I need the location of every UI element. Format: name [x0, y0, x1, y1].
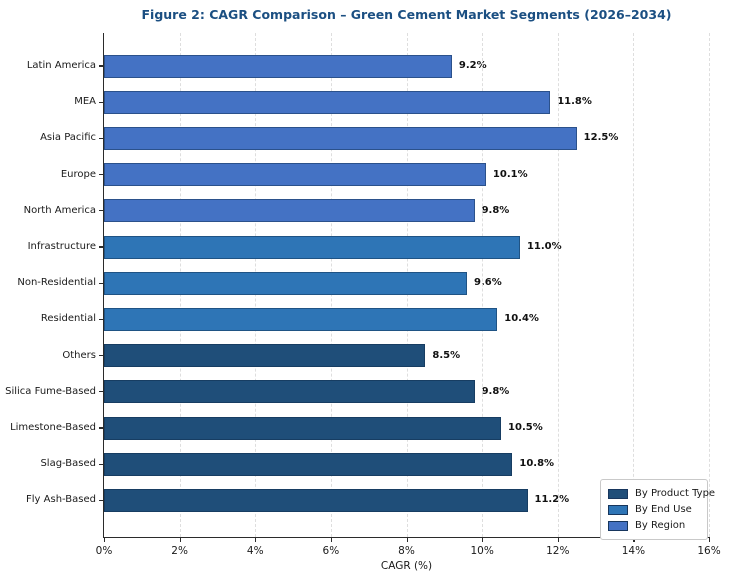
bar-end_use: [104, 307, 498, 331]
x-axis-title: CAGR (%): [380, 560, 433, 572]
x-tick-mark: [633, 538, 635, 542]
y-tick-mark: [99, 137, 104, 139]
bar-product_type: [104, 488, 528, 512]
category-label: Slag-Based: [40, 458, 96, 470]
y-tick-mark: [99, 318, 104, 320]
y-tick-mark: [99, 174, 104, 176]
legend-item: By Region: [608, 518, 701, 533]
y-tick-mark: [99, 65, 104, 67]
bar-end_use: [104, 235, 520, 259]
legend: By Product Type By End Use By Region: [600, 479, 715, 540]
legend-label: By Product Type: [635, 488, 716, 499]
bar-value-label: 10.8%: [519, 458, 555, 470]
bar-value-label: 9.8%: [481, 204, 510, 216]
bar-region: [104, 54, 452, 78]
gridline: [557, 33, 559, 537]
x-tick-label: 10%: [470, 545, 494, 557]
x-tick-label: 8%: [398, 545, 415, 557]
bar-product_type: [104, 344, 426, 368]
y-tick-mark: [99, 499, 104, 501]
category-label: Fly Ash-Based: [26, 494, 96, 506]
bar-value-label: 9.2%: [458, 60, 487, 71]
legend-label: By End Use: [635, 504, 692, 515]
y-tick-mark: [99, 427, 104, 429]
gridline: [633, 33, 635, 537]
bar-region: [104, 90, 551, 114]
x-tick-label: 6%: [322, 545, 340, 557]
x-tick-mark: [104, 538, 106, 542]
y-tick-mark: [99, 282, 104, 284]
category-label: Europe: [60, 168, 96, 180]
bar-value-label: 9.6%: [474, 277, 502, 289]
bar-region: [104, 163, 486, 187]
category-label: Asia Pacific: [40, 132, 96, 144]
bar-value-label: 10.4%: [504, 313, 539, 325]
gridline: [482, 33, 484, 537]
bar-region: [104, 126, 577, 150]
x-axis-line: [103, 537, 710, 539]
bar-product_type: [104, 416, 502, 440]
category-label: Silica Fume-Based: [5, 385, 96, 397]
x-tick-mark: [179, 538, 181, 542]
bar-value-label: 11.2%: [534, 494, 570, 506]
x-tick-label: 16%: [697, 545, 721, 557]
chart-title: Figure 2: CAGR Comparison – Green Cement…: [141, 7, 672, 22]
y-tick-mark: [99, 463, 104, 465]
bar-value-label: 11.8%: [557, 96, 592, 108]
x-tick-label: 14%: [621, 545, 646, 557]
category-label: Limestone-Based: [10, 422, 96, 433]
y-axis-line: [103, 33, 105, 537]
x-tick-mark: [255, 538, 257, 542]
bar-value-label: 8.5%: [432, 349, 461, 361]
bar-end_use: [104, 271, 467, 295]
gridline: [709, 33, 710, 537]
legend-item: By End Use: [608, 502, 701, 517]
bar-product_type: [104, 380, 475, 404]
bar-value-label: 10.5%: [508, 422, 543, 433]
x-tick-label: 4%: [246, 545, 264, 557]
x-tick-mark: [330, 538, 333, 542]
legend-label: By Region: [635, 520, 686, 531]
category-label: Others: [62, 349, 96, 361]
x-tick-mark: [482, 538, 484, 542]
bar-region: [104, 199, 475, 223]
y-tick-mark: [99, 355, 104, 357]
x-tick-label: 2%: [171, 545, 188, 557]
legend-swatch-product_type: [608, 488, 628, 499]
y-tick-mark: [99, 101, 104, 103]
bar-product_type: [104, 452, 513, 476]
category-label: Residential: [40, 313, 96, 325]
category-label: Latin America: [26, 60, 96, 71]
category-label: North America: [23, 204, 96, 216]
bar-value-label: 11.0%: [526, 241, 562, 252]
y-tick-mark: [99, 210, 104, 212]
x-tick-mark: [406, 538, 408, 542]
legend-swatch-end_use: [608, 504, 628, 515]
bar-value-label: 9.8%: [481, 385, 510, 397]
bar-value-label: 10.1%: [492, 168, 528, 180]
y-tick-mark: [99, 391, 104, 393]
x-tick-mark: [557, 538, 559, 542]
legend-swatch-region: [608, 520, 628, 531]
x-tick-label: 12%: [546, 545, 570, 557]
x-tick-mark: [709, 538, 711, 542]
legend-item: By Product Type: [608, 486, 715, 501]
category-label: MEA: [74, 96, 96, 108]
x-tick-label: 0%: [95, 545, 113, 557]
y-tick-mark: [99, 246, 104, 248]
category-label: Infrastructure: [27, 241, 96, 252]
category-label: Non-Residential: [17, 277, 96, 289]
bar-value-label: 12.5%: [583, 132, 619, 144]
